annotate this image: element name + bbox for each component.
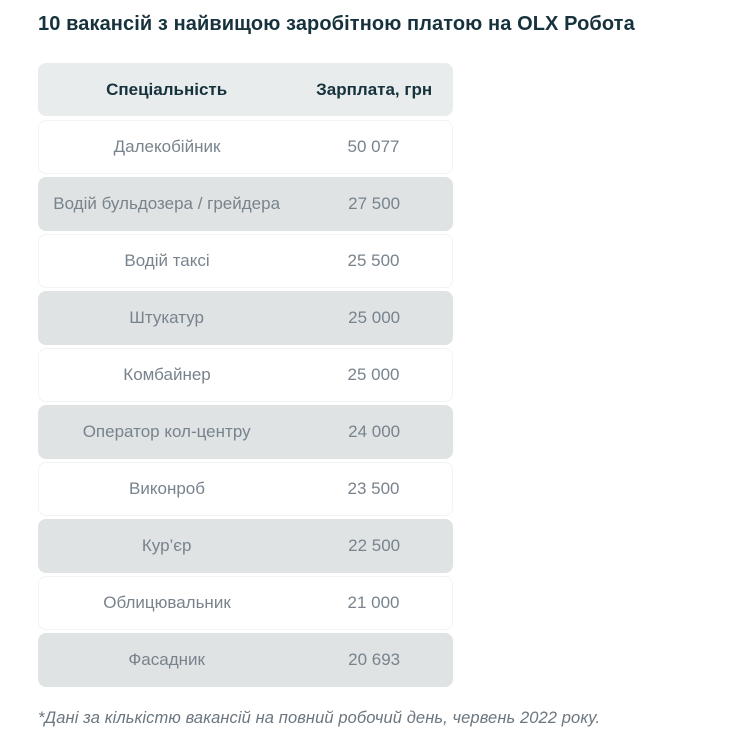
- table-body: Далекобійник 50 077 Водій бульдозера / г…: [38, 120, 453, 687]
- cell-salary: 27 500: [348, 194, 401, 213]
- cell-specialty: Далекобійник: [113, 137, 221, 156]
- table-header-row: Спеціальність Зарплата, грн: [38, 63, 453, 116]
- table-row: Водій таксі 25 500: [38, 234, 453, 288]
- table-row: Облицювальник 21 000: [38, 576, 453, 630]
- cell-specialty: Облицювальник: [103, 593, 231, 612]
- cell-specialty: Комбайнер: [123, 365, 211, 384]
- cell-specialty: Штукатур: [129, 308, 204, 327]
- table-row: Оператор кол-центру 24 000: [38, 405, 453, 459]
- cell-specialty: Водій таксі: [124, 251, 210, 270]
- page-title: 10 вакансій з найвищою заробітною платою…: [38, 13, 635, 35]
- footnote: *Дані за кількістю вакансій на повний ро…: [38, 709, 601, 727]
- cell-specialty: Оператор кол-центру: [82, 422, 251, 441]
- cell-salary: 23 500: [347, 479, 400, 498]
- cell-specialty: Кур’єр: [141, 536, 192, 555]
- table-row: Виконроб 23 500: [38, 462, 453, 516]
- cell-salary: 20 693: [348, 650, 401, 669]
- cell-specialty: Виконроб: [129, 479, 205, 498]
- table-row: Водій бульдозера / грейдера 27 500: [38, 177, 453, 231]
- cell-specialty: Водій бульдозера / грейдера: [53, 194, 281, 213]
- salary-table: Спеціальність Зарплата, грн Далекобійник…: [38, 63, 453, 687]
- cell-salary: 24 000: [348, 422, 401, 441]
- cell-salary: 25 000: [348, 308, 401, 327]
- header-cell-specialty: Спеціальність: [106, 79, 228, 99]
- table-row: Фасадник 20 693: [38, 633, 453, 687]
- table-row: Комбайнер 25 000: [38, 348, 453, 402]
- header-cell-salary: Зарплата, грн: [316, 79, 433, 99]
- table-row: Далекобійник 50 077: [38, 120, 453, 174]
- table-row: Штукатур 25 000: [38, 291, 453, 345]
- cell-specialty: Фасадник: [128, 650, 205, 669]
- cell-salary: 25 500: [347, 251, 400, 270]
- cell-salary: 21 000: [347, 593, 400, 612]
- cell-salary: 50 077: [347, 137, 400, 156]
- cell-salary: 22 500: [348, 536, 401, 555]
- table-row: Кур’єр 22 500: [38, 519, 453, 573]
- cell-salary: 25 000: [347, 365, 400, 384]
